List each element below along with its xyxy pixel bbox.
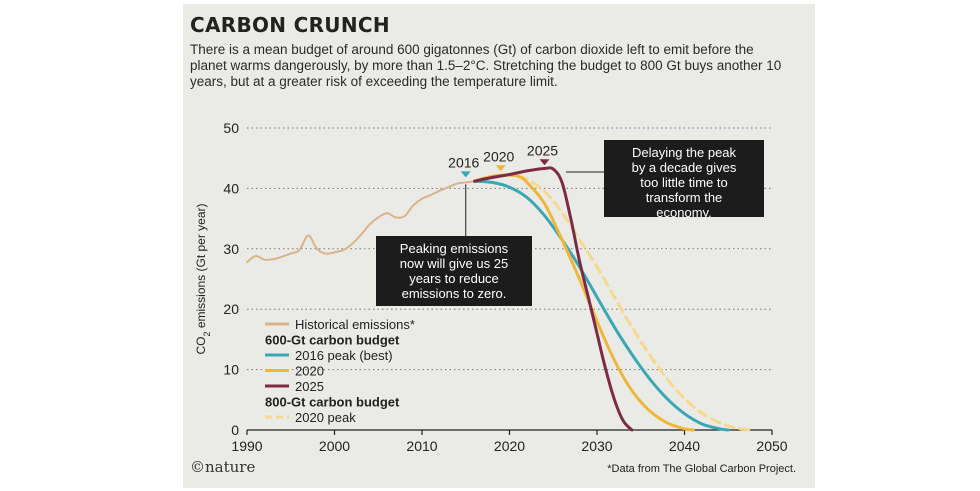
x-tick-label: 2020: [494, 438, 525, 454]
annotation-box: [376, 236, 532, 306]
peak-marker-2020: [495, 165, 506, 172]
series-line-p2025: [473, 166, 634, 432]
source-note: *Data from The Global Carbon Project.: [607, 463, 796, 475]
legend-label-p2016: 2016 peak (best): [295, 348, 393, 363]
legend: Historical emissions*600-Gt carbon budge…: [265, 317, 415, 425]
legend-label-p2020: 2020: [295, 364, 324, 379]
x-tick-label: 2040: [669, 438, 700, 454]
legend-label-p2025: 2025: [295, 379, 324, 394]
y-axis-label: CO2 emissions (Gt per year): [194, 203, 212, 354]
peak-markers: 2016 2020 2025: [448, 142, 558, 178]
annotation-text: transform the: [646, 190, 723, 205]
series-line-historical: [246, 180, 476, 264]
annotation-box: [604, 140, 764, 217]
x-tick-label: 2030: [581, 438, 612, 454]
series-line-p2016: [473, 179, 730, 432]
chart-title: CARBON CRUNCH: [190, 13, 390, 37]
annotation-text: years to reduce: [409, 271, 499, 286]
y-tick-label: 0: [231, 422, 239, 438]
peak-marker-2016: [460, 171, 471, 178]
y-tick-label: 40: [223, 180, 239, 196]
annotation-text: Delaying the peak: [632, 145, 737, 160]
x-tick-label: 2000: [319, 438, 350, 454]
annotation-text: now will give us 25: [400, 256, 508, 271]
legend-label-historical: Historical emissions*: [295, 317, 415, 332]
peak-marker-2025: [539, 159, 550, 166]
y-tick-label: 50: [223, 120, 239, 136]
annotation-text: by a decade gives: [632, 160, 737, 175]
x-tick-label: 2010: [406, 438, 437, 454]
peak-label-2016: 2016: [448, 154, 479, 170]
annotation-text: Peaking emissions: [400, 241, 509, 256]
y-tick-label: 20: [223, 301, 239, 317]
peak-label-2020: 2020: [483, 148, 514, 164]
legend-heading: 600-Gt carbon budget: [265, 333, 400, 348]
y-tick-label: 30: [223, 241, 239, 257]
x-tick-label: 1990: [231, 438, 262, 454]
series-lines: [246, 166, 756, 432]
legend-heading: 800-Gt carbon budget: [265, 395, 400, 410]
nature-logo: ©nature: [190, 458, 256, 476]
chart-subtitle: There is a mean budget of around 600 gig…: [190, 42, 782, 89]
annotation-text: economy.: [656, 205, 711, 220]
peak-label-2025: 2025: [527, 142, 558, 158]
legend-label-p2020_800: 2020 peak: [295, 410, 356, 425]
annotation-text: emissions to zero.: [402, 286, 507, 301]
annotation-text: too little time to: [640, 175, 727, 190]
y-tick-label: 10: [223, 362, 239, 378]
x-tick-label: 2050: [756, 438, 787, 454]
